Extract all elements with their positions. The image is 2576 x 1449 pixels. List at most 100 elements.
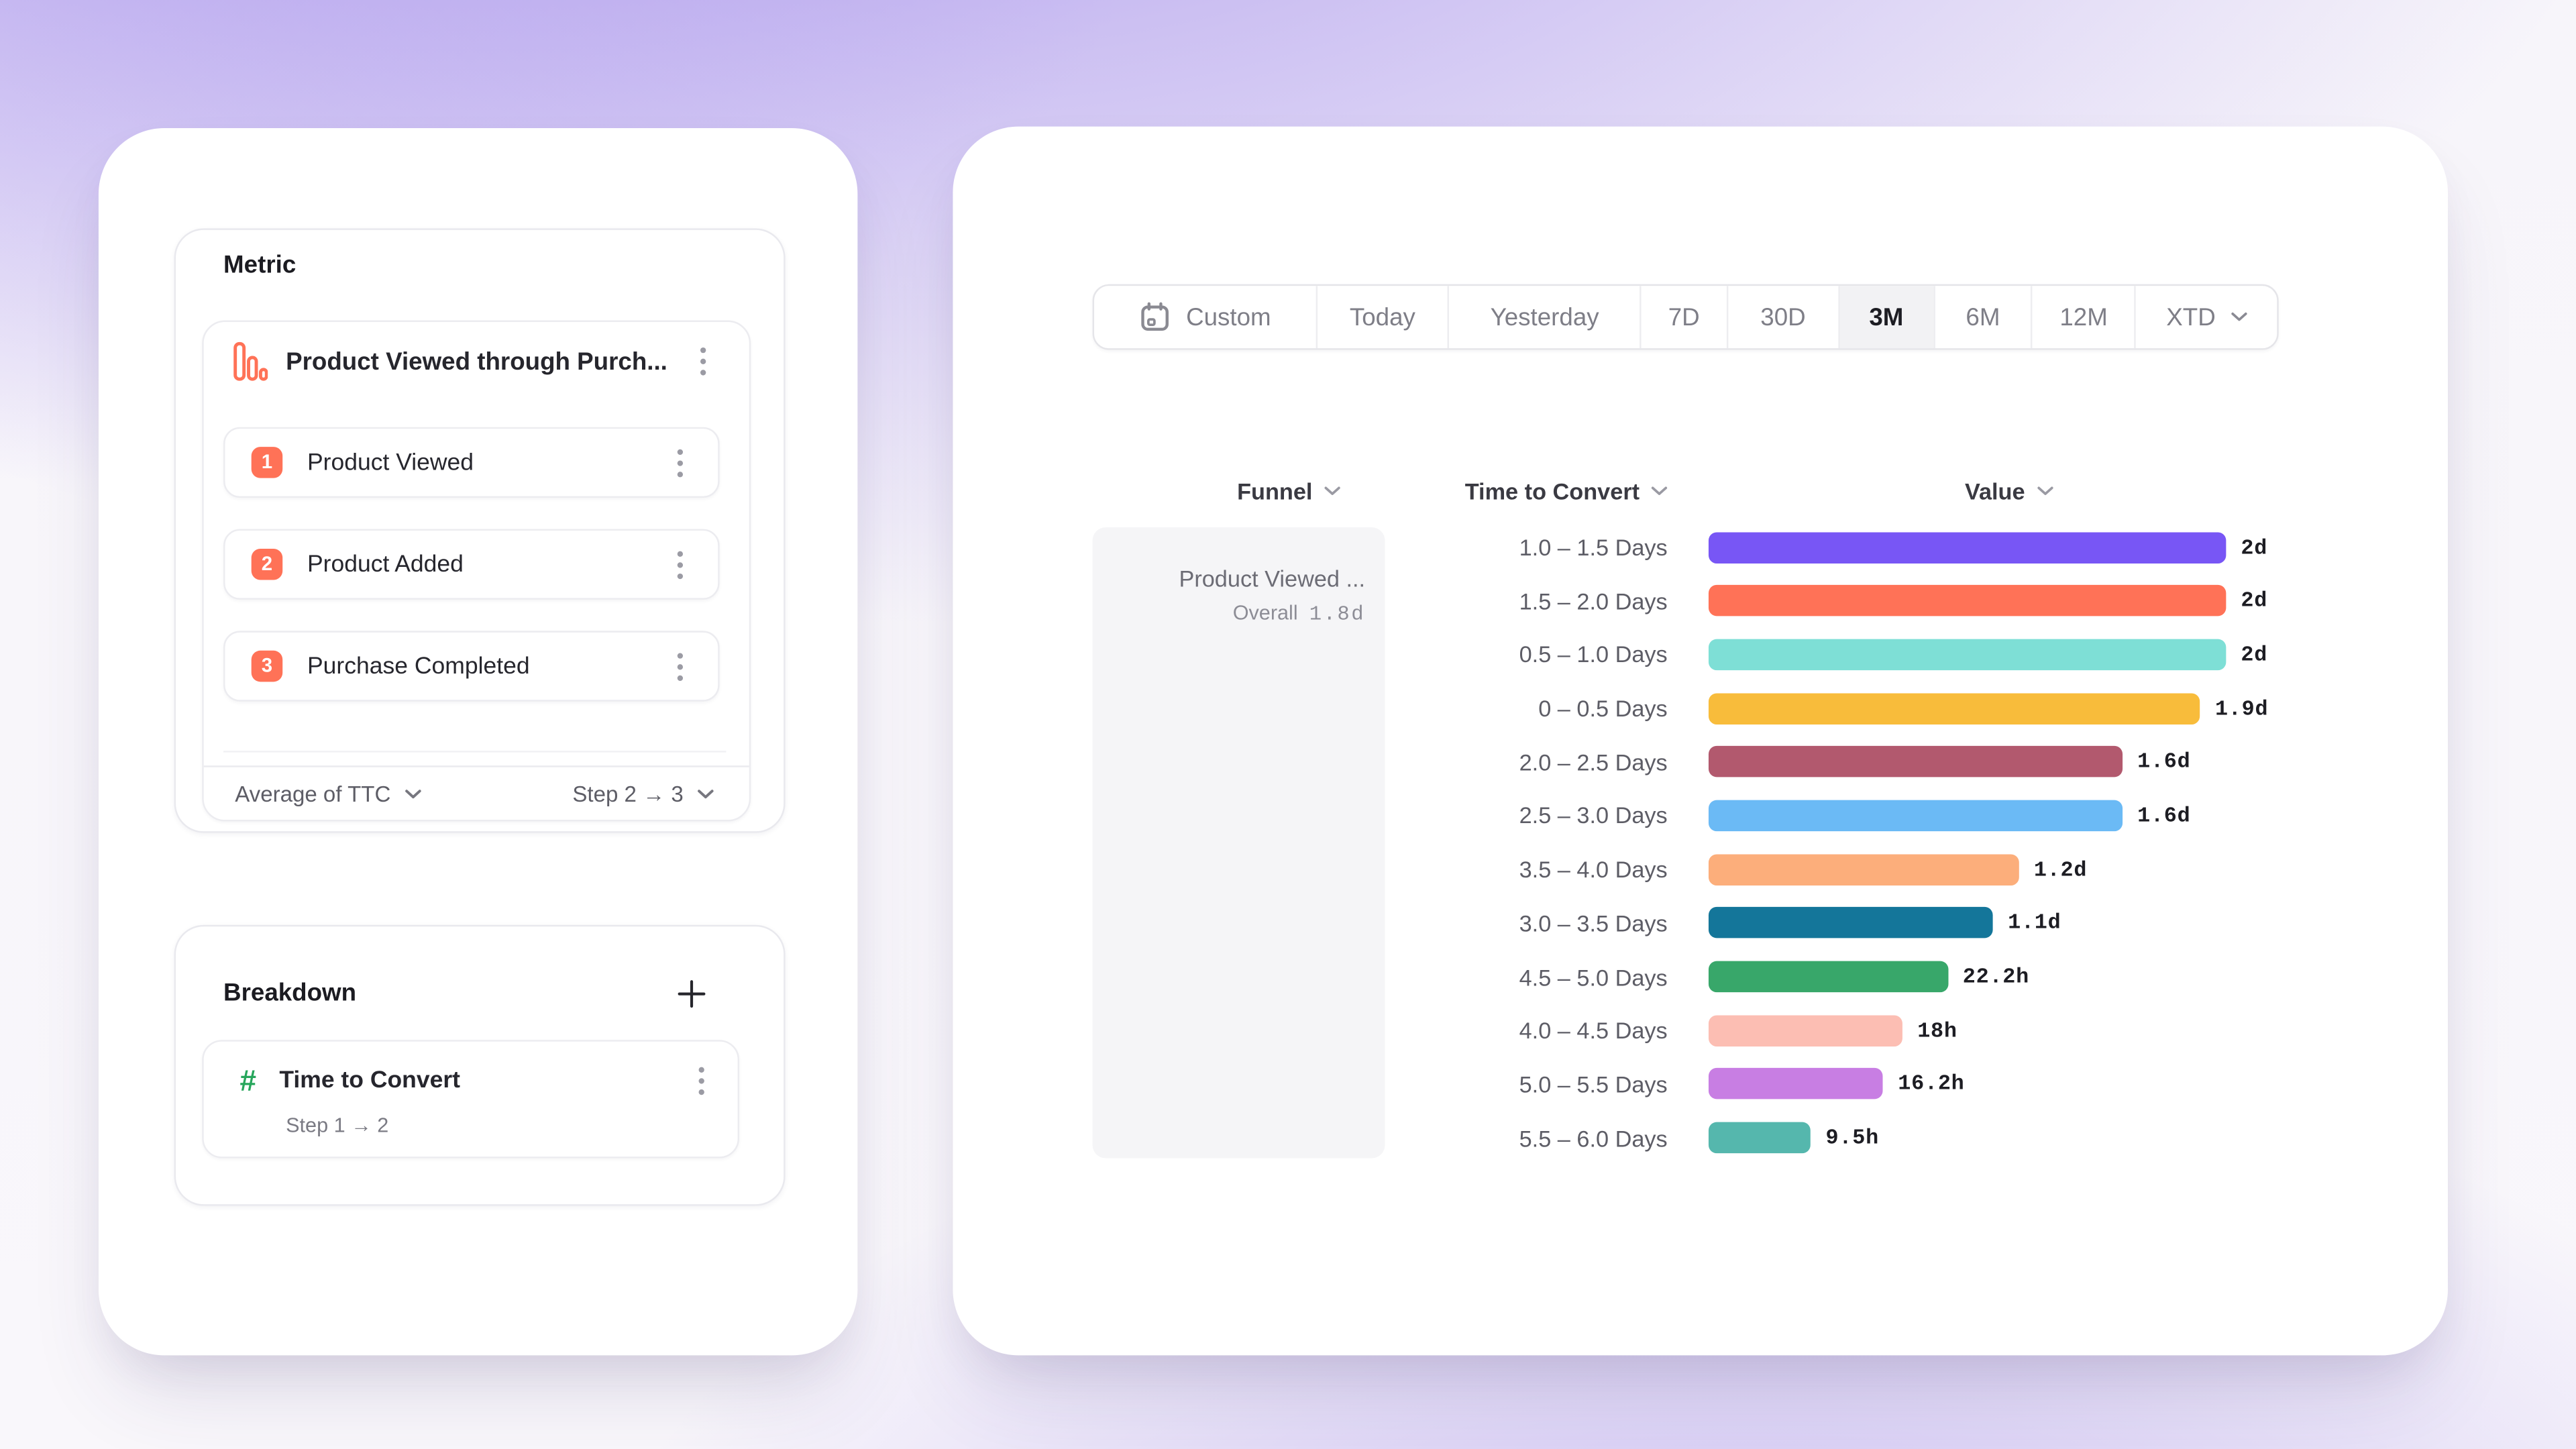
bar-segment[interactable] — [1708, 585, 2226, 616]
date-tab-12m[interactable]: 12M — [2031, 286, 2135, 349]
bar-value-label: 9.5h — [1825, 1125, 1879, 1150]
bucket-label: 4.5 – 5.0 Days — [1519, 963, 1668, 990]
date-tab-6m[interactable]: 6M — [1933, 286, 2031, 349]
divider — [223, 751, 727, 753]
chevron-down-icon — [1651, 486, 1668, 496]
step-label: Purchase Completed — [307, 653, 530, 680]
funnel-group-cell[interactable]: Product Viewed ... Overall 1.8d — [1092, 527, 1385, 1159]
chevron-down-icon — [1324, 486, 1340, 496]
chart-row: 2.0 – 2.5 Days 1.6d — [1385, 735, 2436, 789]
bucket-label: 2.5 – 3.0 Days — [1519, 802, 1668, 829]
date-tab-7d[interactable]: 7D — [1640, 286, 1726, 349]
chevron-down-icon — [2231, 312, 2247, 321]
date-tab-3m[interactable]: 3M — [1837, 286, 1933, 349]
bar-value-label: 2d — [2241, 535, 2268, 559]
step-range-dropdown[interactable]: Step 2 → 3 — [572, 781, 714, 806]
date-tab-xtd[interactable]: XTD — [2134, 286, 2277, 349]
chevron-down-icon — [405, 789, 421, 798]
bar-segment[interactable] — [1708, 853, 2019, 885]
bar-segment[interactable] — [1708, 961, 1948, 993]
column-header-funnel-label: Funnel — [1237, 478, 1313, 504]
date-tab-label: 30D — [1760, 303, 1806, 331]
bar-segment[interactable] — [1708, 800, 2123, 832]
funnel-metric-footer: Average of TTC Step 2 → 3 — [203, 765, 749, 820]
measure-dropdown[interactable]: Average of TTC — [235, 781, 422, 806]
chevron-down-icon — [698, 789, 714, 798]
date-tab-label: 3M — [1869, 303, 1904, 331]
chart-row: 3.0 – 3.5 Days 1.1d — [1385, 896, 2436, 950]
bar-value-label: 1.6d — [2137, 803, 2191, 828]
chart-row: 2.5 – 3.0 Days 1.6d — [1385, 789, 2436, 843]
add-breakdown-button[interactable] — [677, 979, 706, 1009]
breakdown-section-title: Breakdown — [223, 979, 357, 1008]
bar-segment[interactable] — [1708, 692, 2200, 724]
step-number-badge: 2 — [251, 548, 283, 580]
funnel-metric-card: Product Viewed through Purch... 1 Product… — [202, 320, 751, 822]
step-range-dropdown-label: Step 2 → 3 — [572, 781, 684, 806]
chart-row: 0 – 0.5 Days 1.9d — [1385, 682, 2436, 735]
date-tab-label: 6M — [1966, 303, 2000, 331]
bar-segment[interactable] — [1708, 907, 1994, 939]
bar-segment[interactable] — [1708, 639, 2226, 670]
date-tab-label: Yesterday — [1490, 303, 1599, 331]
bucket-label: 2.0 – 2.5 Days — [1519, 749, 1668, 775]
kebab-menu-icon[interactable] — [700, 347, 706, 376]
query-builder-panel: Metric Product Viewed through Purch... 1… — [98, 128, 858, 1356]
calendar-icon — [1141, 302, 1169, 331]
funnel-step[interactable]: 2 Product Added — [223, 529, 720, 600]
chart-row: 4.0 – 4.5 Days 18h — [1385, 1004, 2436, 1057]
step-number-badge: 3 — [251, 650, 283, 682]
step-number-badge: 1 — [251, 447, 283, 478]
bar-segment[interactable] — [1708, 746, 2123, 778]
kebab-menu-icon[interactable] — [698, 1066, 705, 1095]
date-tab-label: XTD — [2166, 303, 2216, 331]
bar-segment[interactable] — [1708, 1068, 1884, 1100]
bar-value-label: 1.9d — [2214, 696, 2269, 721]
chart-row: 1.5 – 2.0 Days 2d — [1385, 574, 2436, 628]
bar-segment[interactable] — [1708, 1014, 1903, 1046]
bucket-label: 5.5 – 6.0 Days — [1519, 1124, 1668, 1151]
date-tab-label: 12M — [2059, 303, 2108, 331]
breakdown-item-label: Time to Convert — [279, 1067, 460, 1095]
bar-segment[interactable] — [1708, 531, 2226, 563]
column-header-value[interactable]: Value — [1965, 476, 2053, 506]
bucket-label: 0 – 0.5 Days — [1538, 695, 1668, 722]
funnel-chart-icon — [233, 341, 268, 381]
kebab-menu-icon[interactable] — [677, 651, 684, 681]
overall-label: Overall — [1232, 601, 1298, 625]
bar-segment[interactable] — [1708, 1122, 1811, 1154]
bar-value-label: 1.2d — [2033, 857, 2088, 882]
date-tab-label: Custom — [1186, 303, 1271, 331]
chart-row: 1.0 – 1.5 Days 2d — [1385, 521, 2436, 574]
date-tab-label: Today — [1349, 303, 1415, 331]
date-tab-today[interactable]: Today — [1315, 286, 1448, 349]
funnel-step[interactable]: 1 Product Viewed — [223, 427, 720, 498]
funnel-step[interactable]: 3 Purchase Completed — [223, 631, 720, 702]
kebab-menu-icon[interactable] — [677, 549, 684, 579]
column-header-funnel[interactable]: Funnel — [1237, 476, 1340, 506]
date-tab-30d[interactable]: 30D — [1726, 286, 1838, 349]
date-tab-label: 7D — [1668, 303, 1700, 331]
date-tab-custom[interactable]: Custom — [1094, 286, 1316, 348]
funnel-metric-title: Product Viewed through Purch... — [286, 347, 667, 376]
funnel-steps-list: 1 Product Viewed 2 Product Added 3 Purchase C… — [223, 427, 720, 702]
date-range-tabbar: Custom Today Yesterday 7D 30D 3M 6M 12M XTD — [1092, 284, 2279, 350]
kebab-menu-icon[interactable] — [677, 447, 684, 477]
chart-row: 5.0 – 5.5 Days 16.2h — [1385, 1057, 2436, 1111]
bar-value-label: 1.6d — [2137, 749, 2191, 775]
breakdown-item-sublabel: Step 1 → 2 — [286, 1114, 389, 1137]
bucket-label: 1.0 – 1.5 Days — [1519, 533, 1668, 561]
report-panel: Custom Today Yesterday 7D 30D 3M 6M 12M XTD Funn… — [953, 126, 2448, 1356]
bar-value-label: 16.2h — [1898, 1071, 1965, 1097]
chart-row: 5.5 – 6.0 Days 9.5h — [1385, 1111, 2436, 1165]
bucket-label: 3.5 – 4.0 Days — [1519, 856, 1668, 883]
bar-value-label: 18h — [1917, 1018, 1957, 1043]
bucket-label: 4.0 – 4.5 Days — [1519, 1017, 1668, 1044]
column-header-time-to-convert[interactable]: Time to Convert — [1385, 476, 1668, 506]
bar-chart: 1.0 – 1.5 Days 2d 1.5 – 2.0 Days 2d 0.5 – 1.… — [1385, 521, 2436, 1165]
date-tab-yesterday[interactable]: Yesterday — [1448, 286, 1640, 349]
chevron-down-icon — [2037, 486, 2053, 496]
breakdown-item[interactable]: # Time to Convert Step 1 → 2 — [202, 1040, 740, 1159]
funnel-overall-value: Overall 1.8d — [1109, 600, 1365, 629]
funnel-metric-header[interactable]: Product Viewed through Purch... — [204, 322, 749, 401]
